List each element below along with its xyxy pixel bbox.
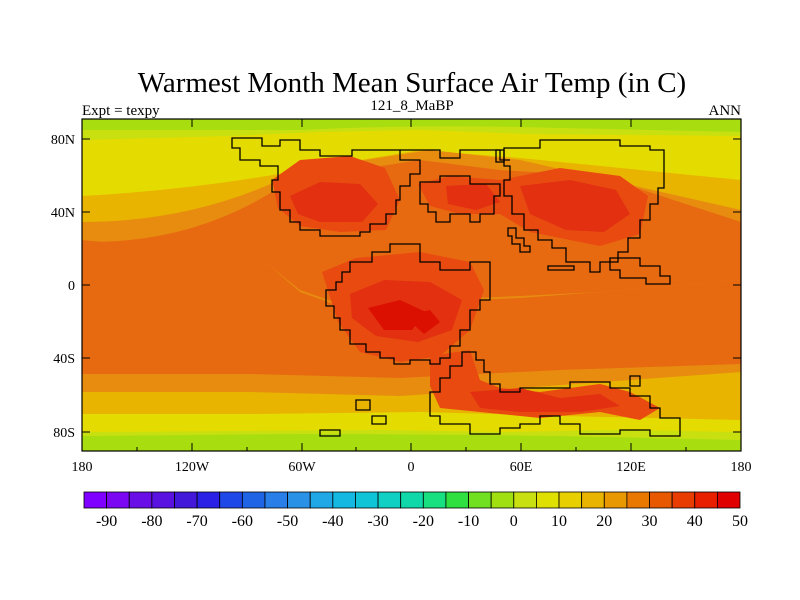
- x-tick-label: 60E: [510, 460, 533, 475]
- colorbar-swatch: [264, 491, 288, 509]
- colorbar-label: 50: [732, 513, 748, 530]
- colorbar-label: -60: [232, 513, 253, 530]
- colorbar-swatch: [355, 491, 379, 509]
- colorbar-swatch: [490, 491, 515, 509]
- colorbar-swatch: [694, 491, 718, 509]
- coast-north-america: [231, 137, 421, 237]
- colorbar-swatch: [445, 491, 469, 509]
- coast-island-mid: [495, 149, 505, 163]
- y-tick-label: 40N: [51, 206, 75, 221]
- colorbar-label: -50: [277, 513, 298, 530]
- x-tick-label: 120W: [175, 460, 210, 475]
- x-tick-label: 0: [408, 460, 415, 475]
- colorbar-swatch: [558, 491, 583, 509]
- colorbar-swatch: [309, 491, 334, 509]
- x-tick-label: 180: [731, 460, 752, 475]
- coast-greenland-arc: [400, 149, 510, 161]
- colorbar-swatch: [106, 491, 130, 509]
- colorbar-label: 10: [551, 513, 567, 530]
- season-label: ANN: [709, 103, 742, 119]
- experiment-label: Expt = texpy: [82, 103, 160, 119]
- colorbar-labels: -90 -80 -70 -60 -50 -40 -30 -20 -10 0 10 20 30 40 50: [96, 513, 748, 530]
- colorbar-swatch: [716, 491, 741, 509]
- colorbar-label: -90: [96, 513, 117, 530]
- coast-eurasia: [503, 139, 665, 273]
- colorbar-swatch: [241, 491, 266, 509]
- coast-antarctic-fragment: [319, 429, 341, 437]
- hotter-north-america: [290, 182, 378, 222]
- hotter-eurasia: [520, 180, 630, 232]
- map-title: Warmest Month Mean Surface Air Temp (in …: [138, 67, 686, 99]
- coast-islands-south-2: [371, 415, 387, 425]
- colorbar-swatch: [332, 491, 356, 509]
- colorbar-swatch: [536, 491, 560, 509]
- colorbar-label: 0: [510, 513, 518, 530]
- colorbar-label: 30: [642, 513, 658, 530]
- colorbar-label: -70: [186, 513, 207, 530]
- colorbar-swatch: [513, 491, 537, 509]
- y-tick-label: 40S: [53, 352, 75, 367]
- colorbar: [83, 491, 741, 509]
- coast-india-peninsula: [507, 227, 531, 253]
- coast-island-east: [629, 375, 641, 387]
- coast-africa-south: [429, 351, 681, 437]
- x-tick-label: 180: [72, 460, 93, 475]
- colorbar-swatch: [581, 491, 605, 509]
- colorbar-swatch: [468, 491, 492, 509]
- colorbar-label: -30: [367, 513, 388, 530]
- colorbar-swatch: [422, 491, 447, 509]
- colorbar-label: -10: [458, 513, 479, 530]
- x-tick-label: 120E: [616, 460, 646, 475]
- colorbar-label: -40: [322, 513, 343, 530]
- colorbar-label: 40: [687, 513, 703, 530]
- colorbar-swatch: [219, 491, 243, 509]
- coastlines: [231, 137, 681, 437]
- colorbar-swatch: [128, 491, 153, 509]
- period-label: 121_8_MaBP: [370, 98, 453, 114]
- hottest-south-america-east: [404, 310, 440, 334]
- colorbar-swatch: [400, 491, 424, 509]
- coast-europe: [419, 175, 501, 223]
- colorbar-swatch: [174, 491, 198, 509]
- y-tick-label: 80S: [53, 426, 75, 441]
- colorbar-swatch: [649, 491, 673, 509]
- y-tick-label: 80N: [51, 133, 75, 148]
- colorbar-swatch: [83, 491, 108, 509]
- colorbar-label: -20: [413, 513, 434, 530]
- hotter-eurasia-west: [446, 184, 500, 210]
- hotter-southern-continent: [470, 388, 620, 412]
- coast-islands-south: [355, 399, 371, 411]
- colorbar-label: 20: [596, 513, 612, 530]
- coast-small-island: [547, 265, 575, 271]
- colorbar-swatch: [626, 491, 650, 509]
- colorbar-swatch: [287, 491, 311, 509]
- axis-ticks: [81, 119, 742, 451]
- colorbar-label: -80: [141, 513, 162, 530]
- temperature-map: [82, 119, 741, 451]
- colorbar-swatch: [151, 491, 175, 509]
- x-tick-label: 60W: [288, 460, 316, 475]
- colorbar-swatch: [671, 491, 696, 509]
- colorbar-swatch: [603, 491, 628, 509]
- colorbar-swatch: [377, 491, 402, 509]
- coast-south-america: [325, 243, 491, 365]
- colorbar-swatch: [196, 491, 221, 509]
- y-tick-label: 0: [68, 279, 75, 294]
- coast-se-asia: [609, 257, 671, 285]
